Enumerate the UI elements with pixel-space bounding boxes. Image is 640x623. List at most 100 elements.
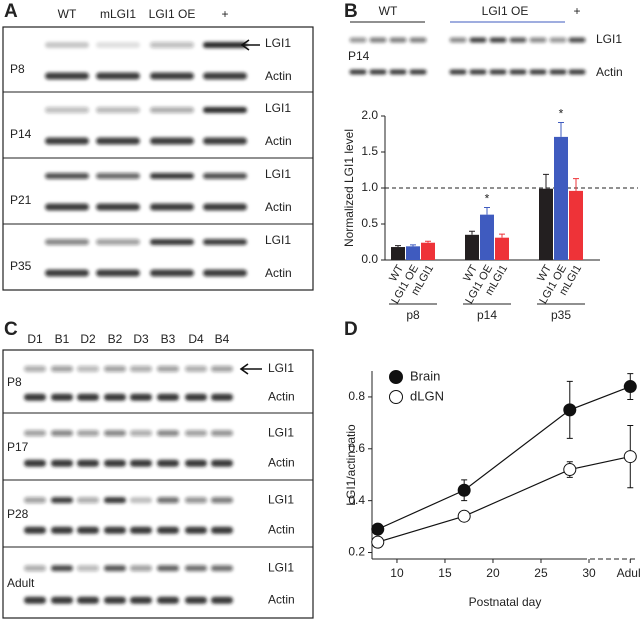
blot-band [96,107,140,113]
blot-band [489,37,507,43]
blot-band [203,42,247,48]
band-label: LGI1 [265,233,291,247]
error-bar [499,233,505,238]
blot-band [130,596,152,604]
group-label: WT [379,4,398,18]
blot-band [130,565,152,572]
blot-band [185,596,207,604]
x-tick-label: 30 [582,566,596,580]
lane-label: D1 [27,332,43,346]
blot-band [104,596,126,604]
blot-band [211,565,233,572]
blot-frame [2,349,314,619]
blot-band [51,565,73,572]
blot-band [203,107,247,113]
band-label: Actin [268,389,295,403]
blot-band [211,526,233,534]
arrow [240,39,260,51]
lane-label: D4 [188,332,204,346]
blot-band [51,365,73,372]
legend-label: dLGN [410,388,444,403]
blot-band [96,173,140,179]
x-axis-label: Postnatal day [469,595,542,609]
blot-band [96,239,140,245]
blot-band [24,596,46,604]
blot-band [24,526,46,534]
blot-band [104,526,126,534]
blot-band [130,497,152,504]
x-tick-label: 25 [534,566,548,580]
blot-band [150,269,194,277]
band-label: LGI1 [268,361,294,375]
row-label: P21 [10,193,32,207]
blot-band [449,69,467,75]
blot-band [203,239,247,245]
row-label: P17 [7,440,29,454]
band-label: Actin [268,455,295,469]
y-tick-label: 0.2 [348,545,365,559]
blot-band [157,497,179,504]
blot-band [104,393,126,401]
error-bar [395,245,401,248]
blot-band [469,69,487,75]
blot-band [104,565,126,572]
blot-band [24,459,46,467]
band-label: LGI1 [596,32,622,46]
blot-band [185,430,207,437]
error-bar [484,206,490,215]
blot-band [96,42,140,48]
blot-band [389,69,407,75]
x-tick-label: 10 [390,566,404,580]
blot-band [24,393,46,401]
lane-label: + [221,7,228,21]
lane-label: mLGI1 [100,7,136,21]
blot-band [369,37,387,43]
row-label: P35 [10,259,32,273]
blot-band [449,37,467,43]
blot-band [157,596,179,604]
band-label: Actin [265,69,292,83]
panel-label: A [4,1,18,22]
band-label: LGI1 [265,101,291,115]
line [377,455,631,543]
lane-label: B2 [108,332,123,346]
x-tick-label: 15 [438,566,452,580]
y-tick-label: 2.0 [361,108,378,122]
blot-band [104,430,126,437]
row-label: P8 [7,375,22,389]
blot-band [77,393,99,401]
blot-band [104,459,126,467]
error-bar [410,244,416,247]
blot-band [77,430,99,437]
y-tick-label: 0.5 [361,216,378,230]
blot-band [77,596,99,604]
point [563,403,577,417]
blot-band [549,69,567,75]
bar [480,214,494,260]
blot-band [24,365,46,372]
blot-band [130,526,152,534]
blot-band [185,497,207,504]
blot-band [409,37,427,43]
error-bar [543,173,549,189]
row-label: Adult [7,576,35,590]
blot-band [369,69,387,75]
y-tick-label: 0.6 [348,441,365,455]
x-tick-label: 20 [486,566,500,580]
blot-band [157,365,179,372]
blot-band [96,203,140,211]
bar [391,247,405,260]
blot-band [489,69,507,75]
blot-band [51,596,73,604]
lane-label: D2 [80,332,96,346]
y-tick-label: 1.0 [361,180,378,194]
blot-band [96,269,140,277]
band-label: LGI1 [265,167,291,181]
error-bar [558,121,564,137]
blot-band [529,69,547,75]
blot-band [203,137,247,145]
point [457,483,471,497]
band-label: Actin [265,200,292,214]
blot-band [130,365,152,372]
row-label: P14 [348,49,370,63]
